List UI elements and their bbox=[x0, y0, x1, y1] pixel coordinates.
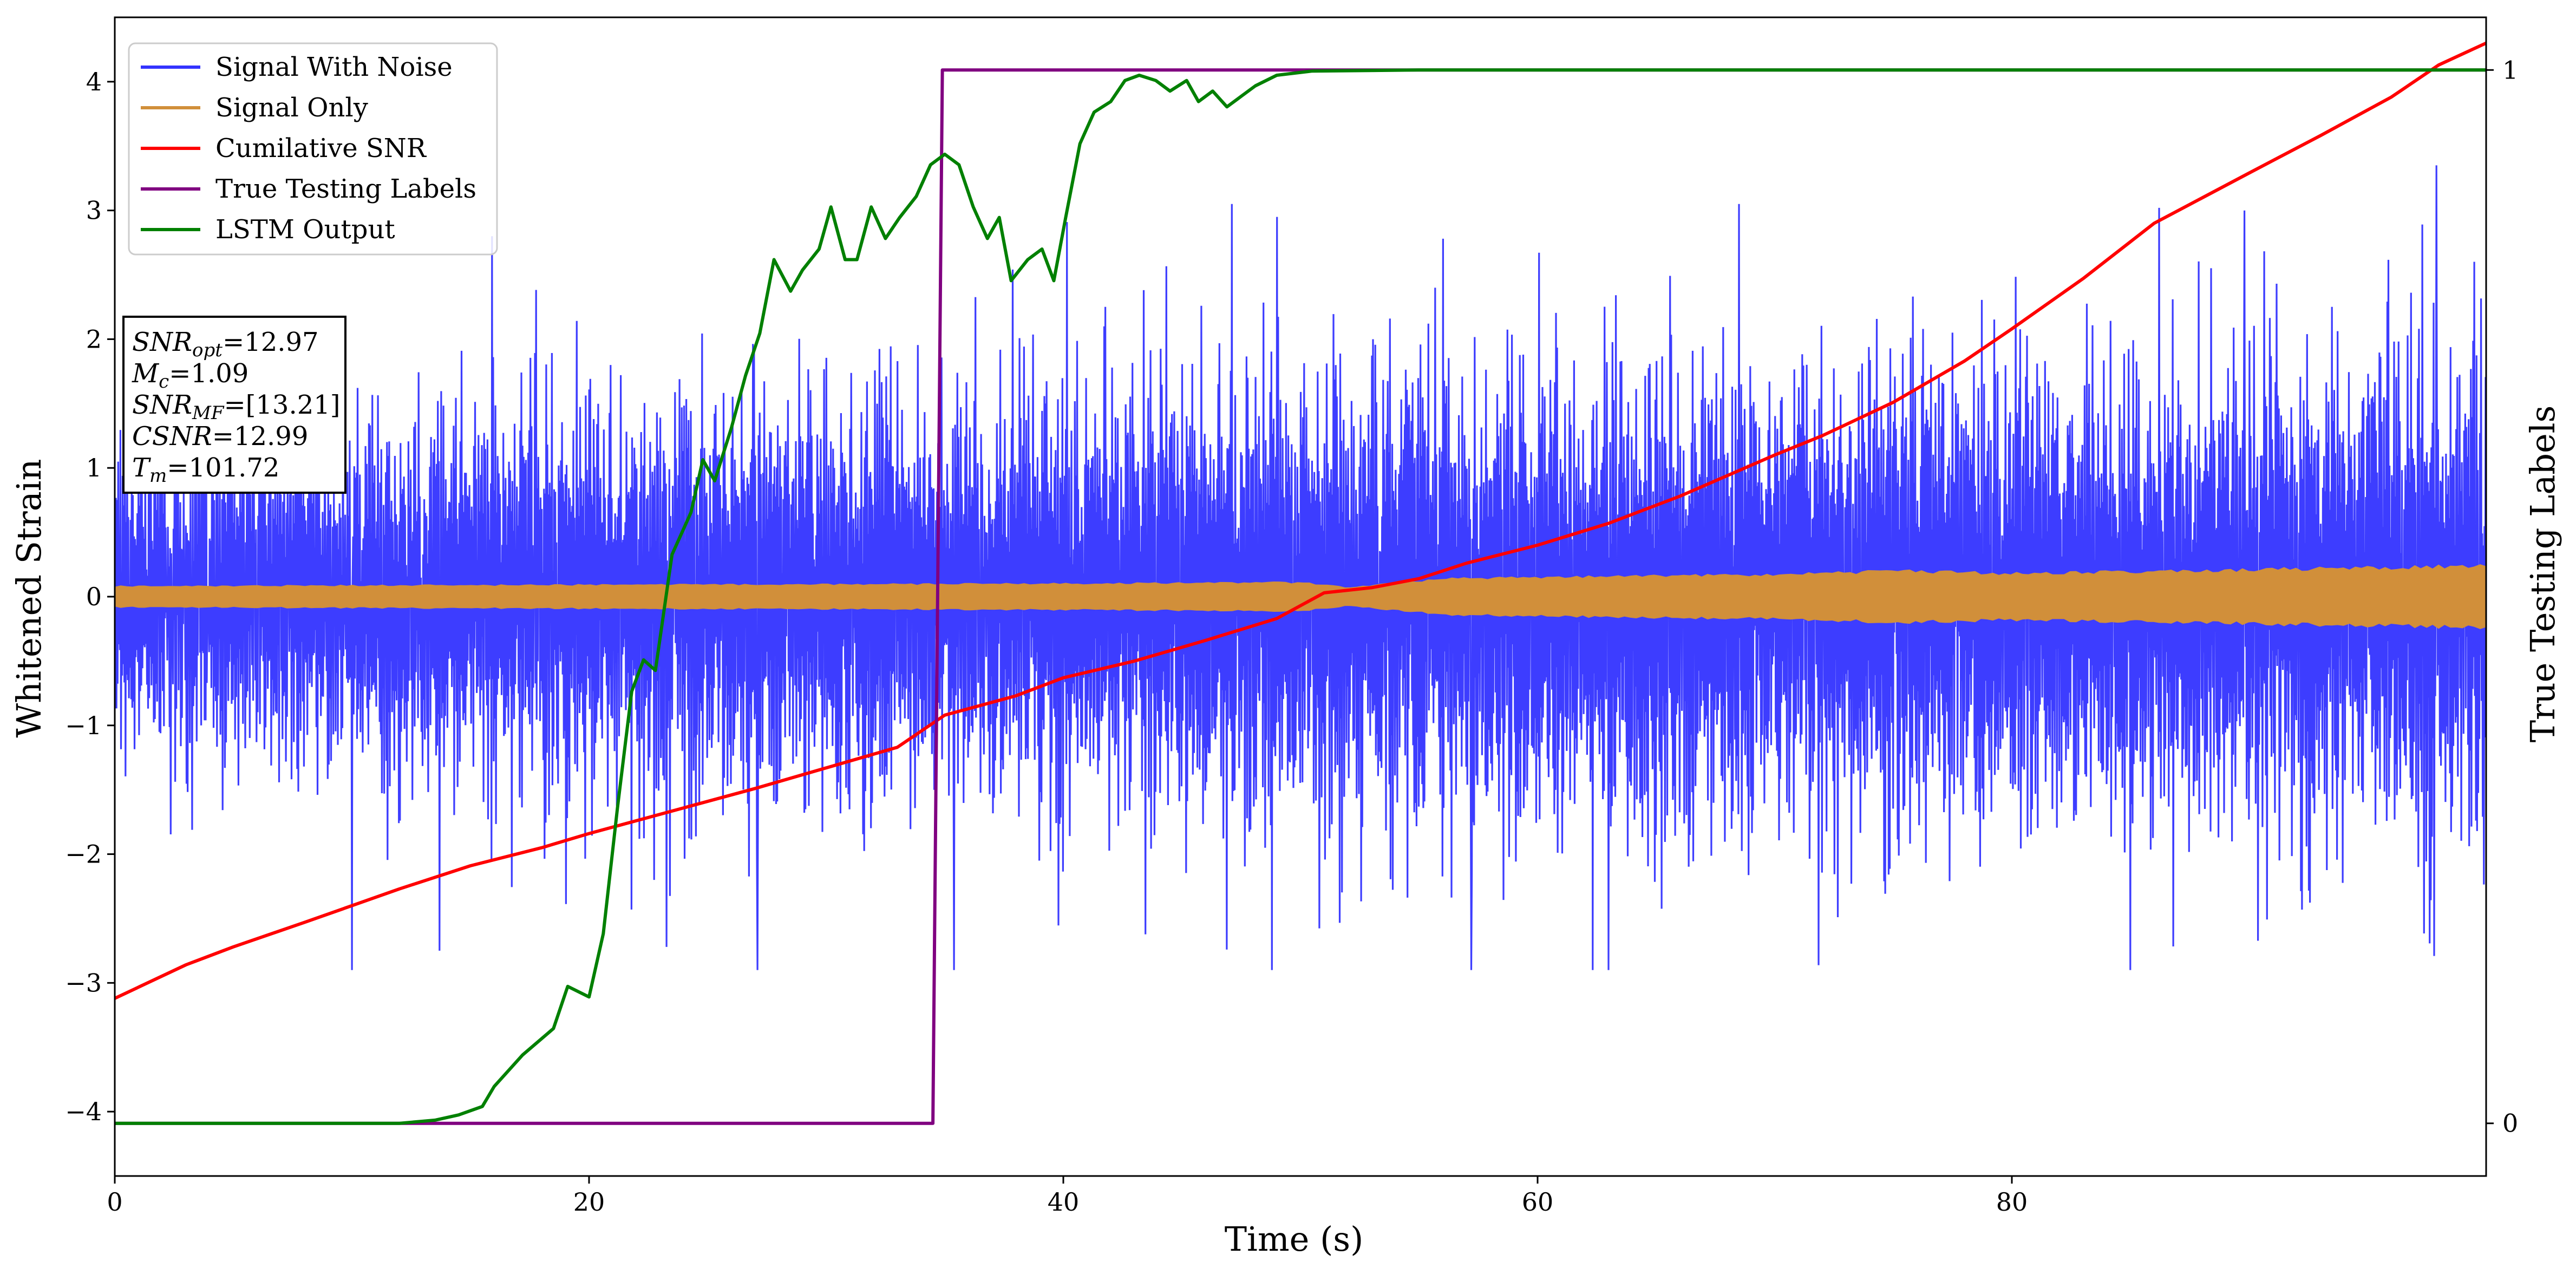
legend-label-signal-with-noise: Signal With Noise bbox=[215, 52, 453, 82]
plot-area bbox=[115, 41, 2486, 1125]
x-tick-label: 60 bbox=[1522, 1187, 1554, 1217]
legend-frame bbox=[128, 42, 498, 256]
y-tick-label-left: 2 bbox=[86, 324, 102, 354]
legend-label-cumilative-snr: Cumilative SNR bbox=[215, 133, 427, 164]
annotation-line: SNRMF=[13.21] bbox=[132, 390, 341, 424]
series-signal-only bbox=[115, 564, 2486, 629]
legend: Signal With Noise Signal Only Cumilative S… bbox=[128, 42, 498, 256]
annotation-line: SNRopt=12.97 bbox=[132, 327, 319, 361]
y-tick-label-left: −3 bbox=[65, 968, 102, 997]
series-lstm-output bbox=[115, 68, 2486, 1125]
legend-label-signal-only: Signal Only bbox=[215, 93, 368, 123]
y-tick-label-left: 4 bbox=[86, 67, 102, 96]
y-tick-label-left: 3 bbox=[86, 196, 102, 225]
x-axis-title: Time (s) bbox=[1225, 1219, 1364, 1259]
x-tick-label: 0 bbox=[107, 1187, 122, 1217]
legend-label-true-testing-labels: True Testing Labels bbox=[215, 174, 476, 204]
y-tick-label-left: 1 bbox=[86, 453, 102, 482]
y-tick-label-left: −4 bbox=[65, 1097, 102, 1126]
y-axis-title-left: Whitened Strain bbox=[9, 459, 49, 738]
annotation-lines: SNRopt=12.97Mc=1.09SNRMF=[13.21]CSNR=12.… bbox=[132, 327, 341, 487]
y-tick-label-left: 0 bbox=[86, 582, 102, 611]
x-tick-label: 40 bbox=[1048, 1187, 1080, 1217]
y-tick-label-left: −2 bbox=[65, 840, 102, 869]
legend-label-lstm-output: LSTM Output bbox=[215, 214, 395, 245]
y-tick-label-left: −1 bbox=[65, 711, 102, 740]
annotation-box: SNRopt=12.97Mc=1.09SNRMF=[13.21]CSNR=12.… bbox=[122, 316, 346, 494]
y-tick-label-right: 0 bbox=[2502, 1109, 2518, 1138]
annotation-frame bbox=[122, 316, 346, 494]
x-tick-label: 80 bbox=[1996, 1187, 2028, 1217]
y-axis-title-right: True Testing Labels bbox=[2523, 406, 2562, 743]
legend-entries: Signal With Noise Signal Only Cumilative S… bbox=[141, 52, 476, 245]
annotation-line: CSNR=12.99 bbox=[132, 421, 308, 452]
y-tick-label-right: 1 bbox=[2502, 55, 2518, 84]
annotation-line: Tm=101.72 bbox=[132, 453, 279, 487]
x-tick-label: 20 bbox=[573, 1187, 605, 1217]
annotation-line: Mc=1.09 bbox=[132, 358, 249, 393]
series-cumilative-snr bbox=[115, 41, 2486, 1000]
